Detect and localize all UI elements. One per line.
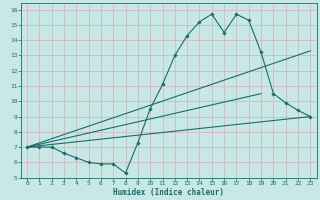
X-axis label: Humidex (Indice chaleur): Humidex (Indice chaleur) <box>113 188 224 197</box>
